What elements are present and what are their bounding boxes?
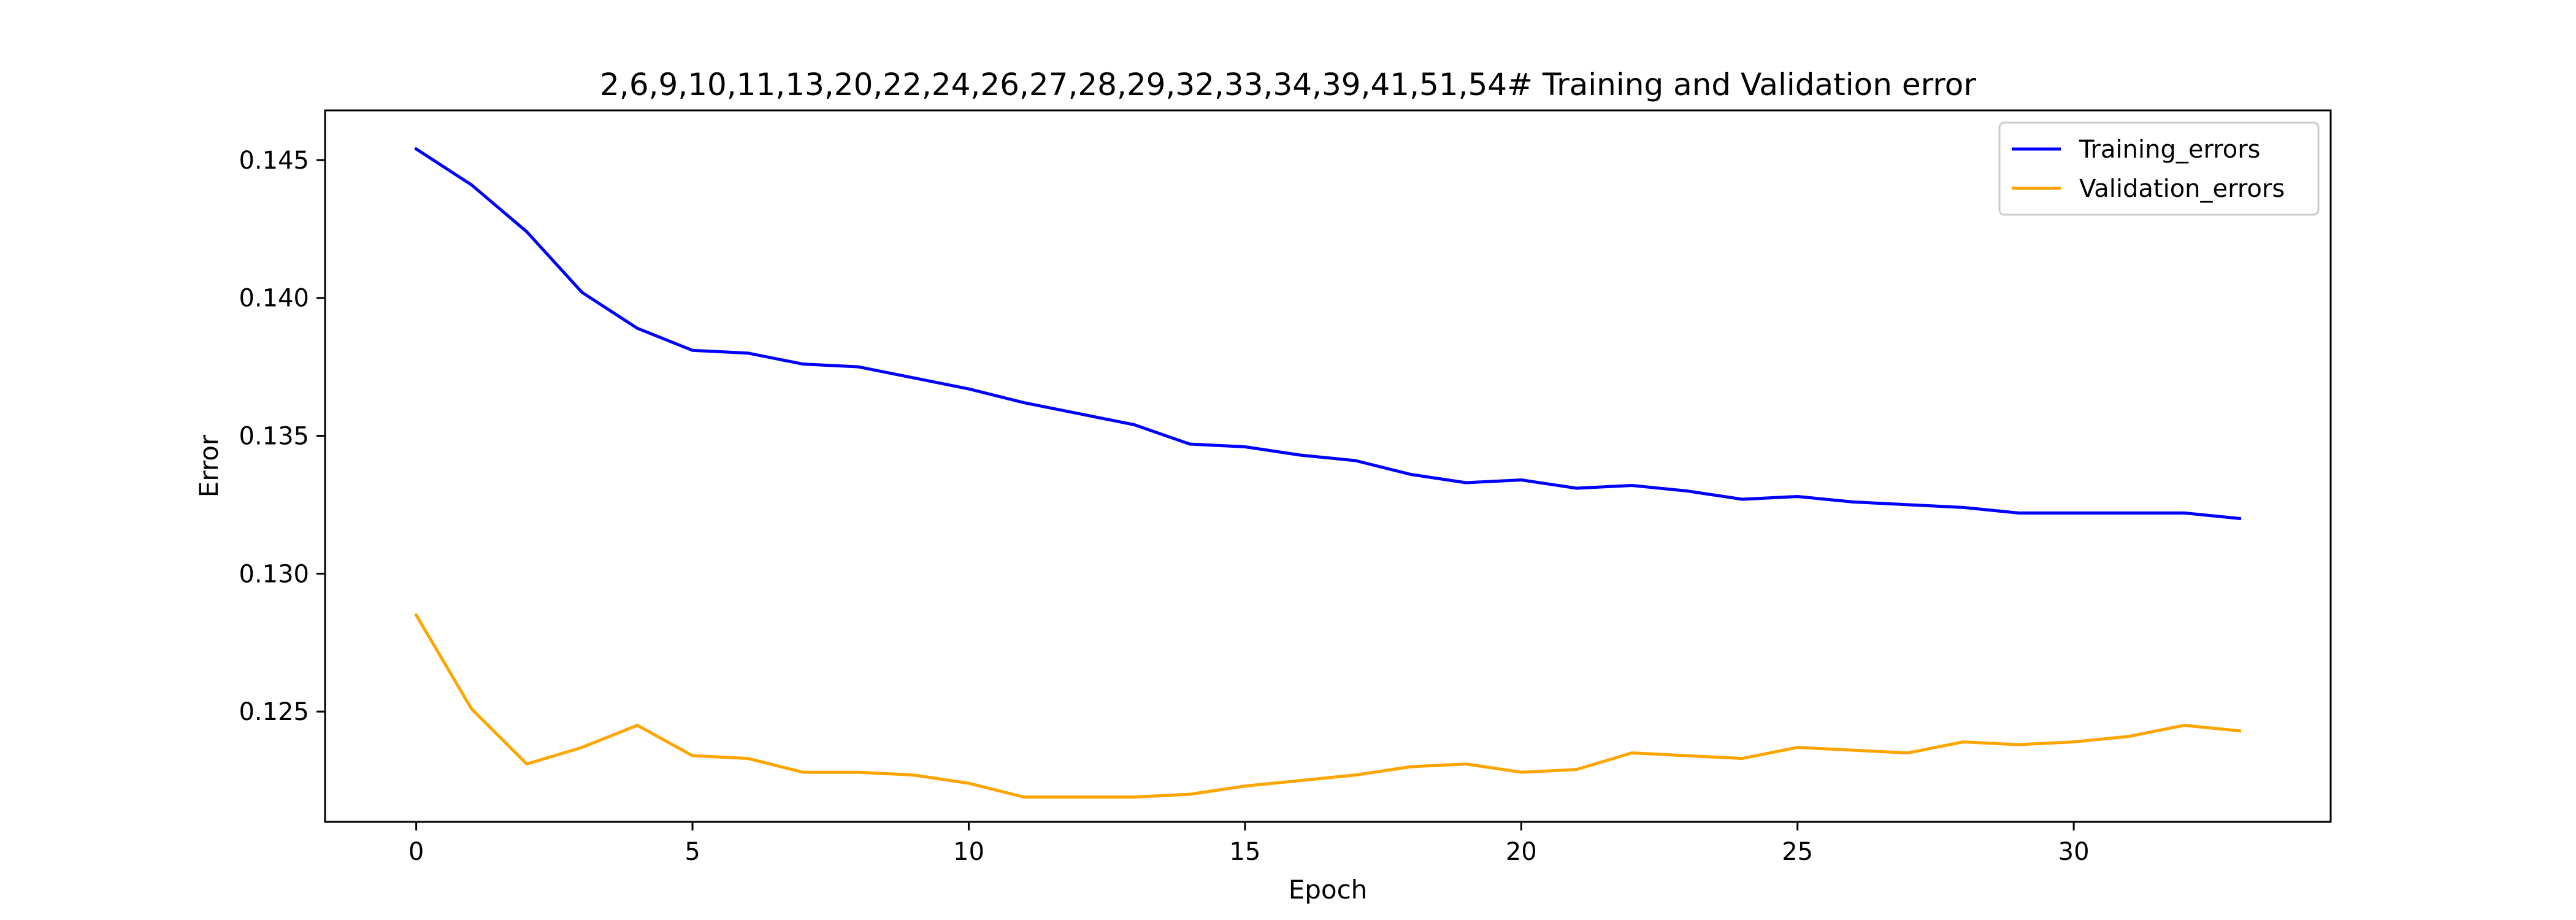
series-line-training-errors: [414, 147, 2242, 521]
y-tick-label: 0.125: [239, 698, 309, 726]
x-tick-label: 15: [1229, 838, 1260, 866]
legend-label: Training_errors: [2079, 136, 2261, 164]
y-tick-label: 0.130: [239, 560, 309, 588]
y-tick-label: 0.145: [239, 147, 309, 175]
x-tick-label: 30: [2058, 838, 2090, 866]
legend-label: Validation_errors: [2079, 175, 2285, 203]
x-tick-label: 0: [408, 838, 424, 866]
legend: Training_errors Validation_errors: [1998, 121, 2320, 216]
y-axis-label: Error: [194, 434, 224, 497]
x-tick-label: 5: [684, 838, 700, 866]
y-tick-label: 0.135: [239, 423, 309, 451]
chart-title: 2,6,9,10,11,13,20,22,24,26,27,28,29,32,3…: [600, 67, 1976, 102]
x-axis-label: Epoch: [1289, 875, 1368, 905]
legend-box: [1998, 121, 2320, 216]
x-tick-label: 20: [1506, 838, 1537, 866]
y-tick-label: 0.140: [239, 285, 309, 313]
series-line-validation-errors: [414, 613, 2242, 799]
x-tick-label: 25: [1782, 838, 1813, 866]
plot-area-frame: [324, 109, 2332, 823]
x-tick-label: 10: [953, 838, 984, 866]
